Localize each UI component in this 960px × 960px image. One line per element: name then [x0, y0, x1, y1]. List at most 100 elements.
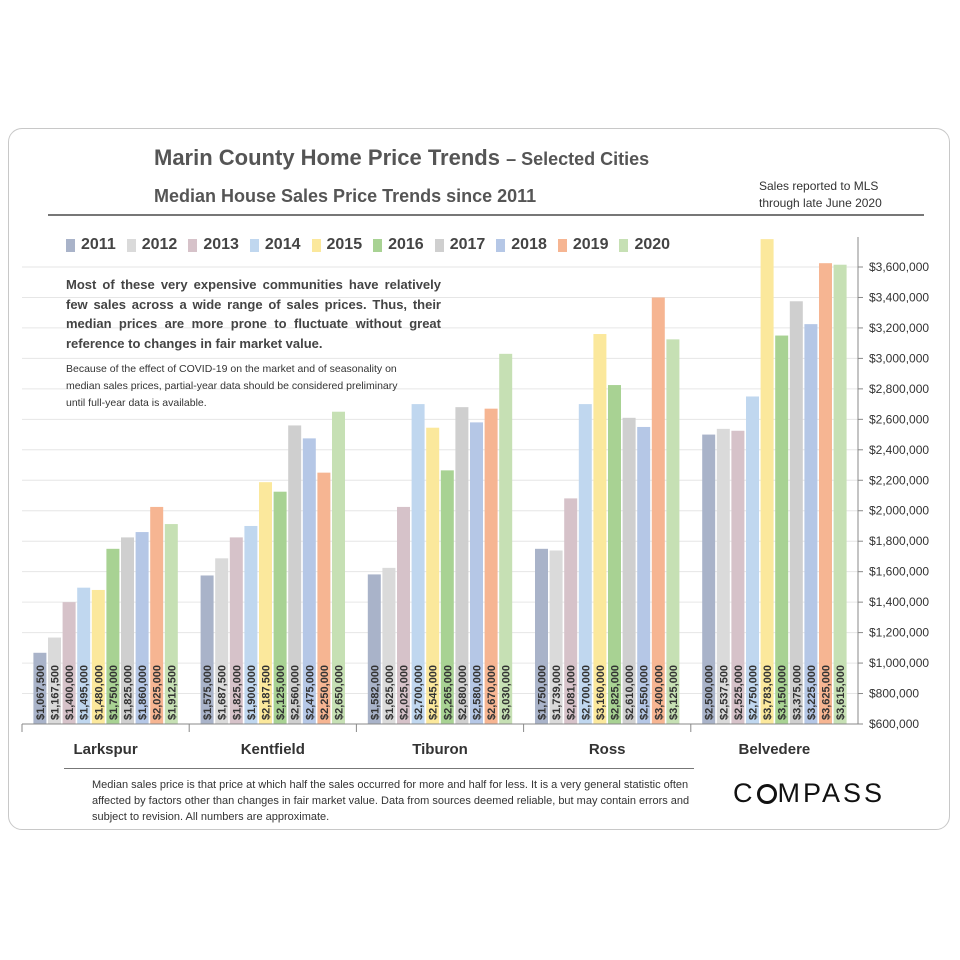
logo-o-ring: [756, 784, 777, 804]
disclaimer: Median sales price is that price at whic…: [92, 779, 690, 823]
bars: [33, 239, 847, 725]
bar-value-label: $1,739,000: [551, 665, 563, 720]
bar-value-label: $3,615,000: [835, 665, 847, 720]
legend-item-2019: 2019: [557, 236, 609, 254]
bar-ross-2019: [651, 297, 665, 724]
legend-item-2011: 2011: [66, 236, 116, 254]
footer-divider: [64, 768, 694, 769]
y-tick-label: $3,600,000: [869, 260, 929, 274]
bar-larkspur-2011: [33, 652, 47, 724]
bar-tiburon-2020: [499, 353, 513, 724]
bar-value-label: $1,625,000: [384, 665, 396, 720]
page-title: Marin County Home Price Trends – Selecte…: [154, 145, 649, 171]
bar-tiburon-2013: [397, 506, 410, 724]
bar-belvedere-2014: [746, 396, 759, 724]
bar-belvedere-2015: [760, 239, 774, 725]
legend-swatch: [434, 238, 444, 252]
bar-value-label: $1,582,000: [369, 665, 381, 720]
bar-value-label: $3,160,000: [595, 665, 607, 720]
bar-value-label: $2,537,500: [718, 665, 730, 720]
bar-tiburon-2019: [484, 408, 498, 724]
bar-kentfield-2012: [215, 558, 229, 724]
y-tick-label: $2,800,000: [869, 382, 929, 396]
mls-note-line1: Sales reported to MLS: [759, 179, 879, 193]
compass-logo: C MPASS: [733, 778, 885, 809]
bar-ross-2012: [549, 550, 563, 724]
legend-item-2014: 2014: [249, 236, 301, 254]
bar-ross-2015: [593, 334, 607, 724]
bar-value-label: $2,250,000: [319, 665, 331, 720]
legend-label: 2020: [634, 236, 671, 253]
legend-label: 2011: [81, 236, 116, 253]
bar-tiburon-2016: [440, 470, 454, 724]
bar-ross-2020: [666, 339, 680, 724]
bar-value-label: $2,610,000: [624, 665, 636, 720]
legend-swatch: [311, 238, 321, 252]
category-label: Larkspur: [73, 741, 137, 758]
bar-value-label: $3,030,000: [501, 665, 513, 720]
legend-label: 2015: [326, 236, 363, 253]
bar-kentfield-2018: [302, 438, 316, 724]
bar-value-label: $3,125,000: [668, 665, 680, 720]
bar-value-label: $3,225,000: [806, 665, 818, 720]
bar-value-label: $1,912,500: [166, 665, 178, 720]
chart-legend: 2011 2012 2013 2014 2015 2016 2017 2018 2019 2020: [66, 236, 681, 254]
category-label: Kentfield: [241, 741, 305, 758]
bar-value-label: $1,495,000: [79, 665, 91, 720]
bar-value-label: $1,825,000: [123, 665, 135, 720]
y-tick-label: $1,200,000: [869, 626, 929, 640]
bar-value-label: $2,545,000: [428, 665, 440, 720]
bar-larkspur-2020: [164, 524, 178, 724]
bar-value-label: $1,167,500: [50, 665, 62, 720]
legend-label: 2013: [203, 236, 239, 253]
bar-value-label: $2,025,000: [399, 665, 411, 720]
bar-larkspur-2018: [135, 532, 149, 724]
bar-value-label: $2,750,000: [748, 665, 760, 720]
bar-value-label: $1,860,000: [137, 665, 149, 720]
bar-kentfield-2017: [288, 425, 302, 724]
volatility-note: Most of these very expensive communities…: [66, 277, 441, 351]
legend-swatch: [619, 238, 629, 252]
bar-value-label: $2,670,000: [486, 665, 498, 720]
bar-ross-2017: [622, 417, 636, 724]
category-label: Tiburon: [412, 741, 468, 758]
bar-kentfield-2014: [244, 525, 258, 724]
bar-kentfield-2020: [332, 411, 345, 724]
title-main: Marin County Home Price Trends: [154, 145, 500, 170]
bar-value-label: $2,650,000: [334, 665, 346, 720]
bar-ross-2011: [535, 548, 548, 724]
bar-value-label: $2,500,000: [704, 665, 716, 720]
y-tick-label: $3,400,000: [869, 290, 929, 304]
legend-label: 2012: [141, 236, 178, 253]
bar-value-label: $3,783,000: [762, 665, 774, 720]
bar-kentfield-2016: [273, 491, 287, 724]
covid-note: Because of the effect of COVID-19 on the…: [66, 363, 398, 409]
mls-note: Sales reported to MLS through late June …: [759, 178, 882, 212]
bar-value-label: $1,825,000: [231, 665, 243, 720]
legend-item-2018: 2018: [496, 236, 547, 254]
bar-belvedere-2019: [819, 263, 832, 724]
y-tick-label: $2,600,000: [869, 412, 929, 426]
y-tick-label: $800,000: [869, 687, 919, 701]
legend-swatch: [249, 238, 259, 252]
y-tick-label: $600,000: [869, 717, 919, 731]
bar-larkspur-2014: [77, 587, 91, 724]
logo-letters-mpass: MPASS: [777, 778, 886, 808]
bar-value-label: $2,187,500: [261, 665, 273, 720]
legend-label: 2018: [511, 236, 547, 253]
title-suffix: – Selected Cities: [506, 149, 650, 169]
bar-tiburon-2017: [455, 407, 469, 724]
legend-label: 2016: [388, 236, 424, 253]
bar-larkspur-2017: [121, 537, 134, 724]
bar-belvedere-2013: [731, 430, 745, 724]
legend-swatch: [126, 238, 136, 252]
bar-value-label: $3,150,000: [777, 665, 789, 720]
legend-item-2017: 2017: [434, 236, 485, 254]
bar-tiburon-2014: [411, 404, 425, 724]
y-tick-label: $3,000,000: [869, 351, 929, 365]
legend-label: 2019: [572, 236, 609, 253]
bar-ross-2016: [608, 385, 621, 724]
bar-value-label: $1,687,500: [217, 665, 229, 720]
legend-swatch: [188, 238, 198, 252]
